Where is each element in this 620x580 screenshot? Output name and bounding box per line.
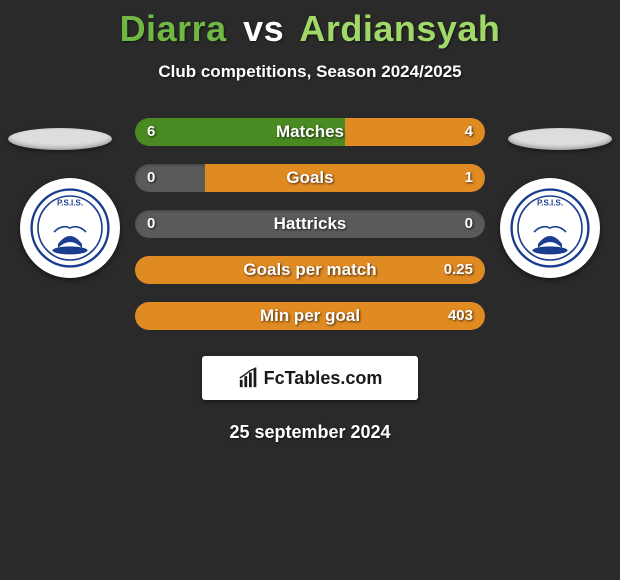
shadow-ellipse-right [508, 128, 612, 150]
comparison-title: Diarra vs Ardiansyah [0, 8, 620, 50]
stat-value-left: 6 [147, 118, 155, 146]
chart-icon [238, 367, 260, 389]
team-crest-left: P.S.I.S. [20, 178, 120, 278]
stat-label: Matches [135, 118, 485, 146]
stat-value-right: 1 [465, 164, 473, 192]
stat-label: Min per goal [135, 302, 485, 330]
player1-name: Diarra [120, 8, 227, 49]
stat-value-right: 403 [448, 302, 473, 330]
stat-row: Goals0 1 [135, 164, 485, 192]
stat-value-right: 4 [465, 118, 473, 146]
svg-text:P.S.I.S.: P.S.I.S. [537, 199, 563, 208]
svg-text:P.S.I.S.: P.S.I.S. [57, 199, 83, 208]
season-subtitle: Club competitions, Season 2024/2025 [0, 62, 620, 82]
stats-list: Matches64Goals01Hattricks00Goals per mat… [135, 118, 485, 330]
player2-name: Ardiansyah [299, 8, 500, 49]
crest-icon: P.S.I.S. [30, 188, 110, 268]
stat-label: Goals [135, 164, 485, 192]
stat-row: Min per goal403 [135, 302, 485, 330]
team-crest-right: P.S.I.S. [500, 178, 600, 278]
stat-value-left: 0 [147, 210, 155, 238]
stat-row: Hattricks0 0 [135, 210, 485, 238]
vs-label: vs [243, 8, 284, 49]
stat-row: Matches6 4 [135, 118, 485, 146]
shadow-ellipse-left [8, 128, 112, 150]
stat-label: Goals per match [135, 256, 485, 284]
stat-label: Hattricks [135, 210, 485, 238]
branding-text: FcTables.com [264, 368, 383, 389]
date-label: 25 september 2024 [0, 422, 620, 443]
stat-value-right: 0.25 [444, 256, 473, 284]
stat-value-right: 0 [465, 210, 473, 238]
infographic-container: Diarra vs Ardiansyah Club competitions, … [0, 0, 620, 580]
branding-box: FcTables.com [202, 356, 418, 400]
stat-value-left: 0 [147, 164, 155, 192]
stat-row: Goals per match0.25 [135, 256, 485, 284]
crest-icon: P.S.I.S. [510, 188, 590, 268]
